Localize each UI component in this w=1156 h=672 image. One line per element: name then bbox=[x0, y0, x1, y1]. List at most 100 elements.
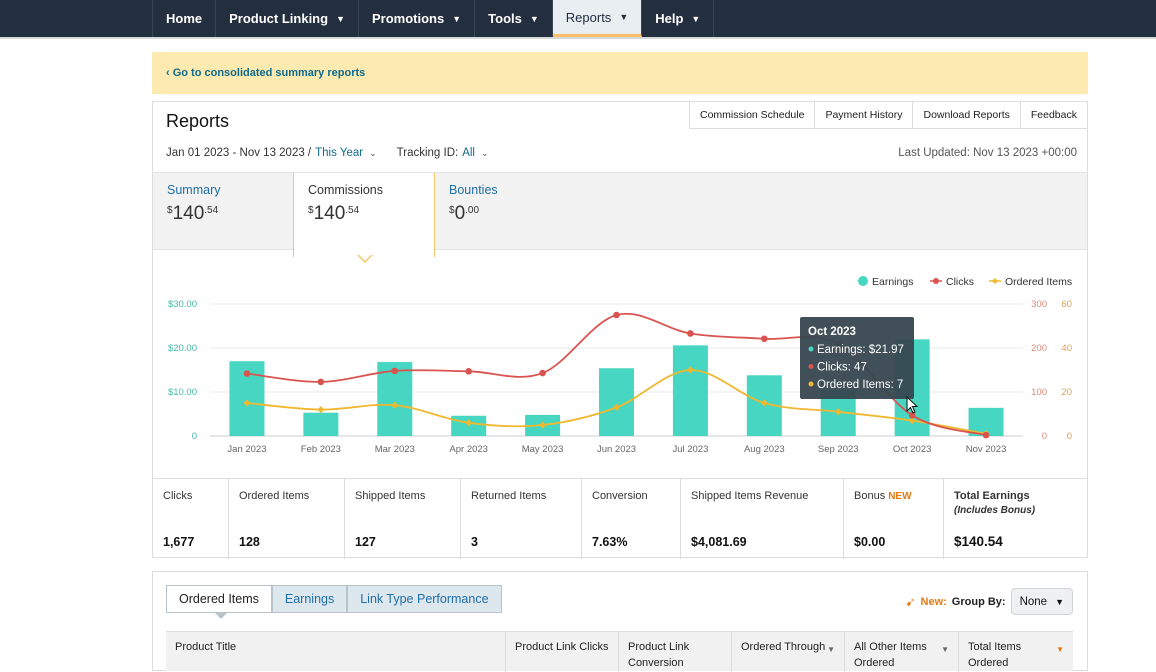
period-select[interactable]: This Year bbox=[315, 147, 364, 159]
col-label: All Other Items Ordered bbox=[854, 641, 927, 669]
nav-home-label: Home bbox=[166, 11, 203, 26]
earnings-chart: 0 $10.00 $20.00 $30.00 0 100 200 300 0 20 40 60 Jan … bbox=[153, 251, 1087, 477]
tooltip-box bbox=[800, 317, 914, 399]
left-axis-tick: $30.00 bbox=[168, 299, 197, 310]
nav-help[interactable]: Help ▼ bbox=[642, 0, 715, 37]
dollar-sign: $ bbox=[308, 205, 314, 216]
reports-panel: Reports Commission Schedule Payment Hist… bbox=[152, 101, 1088, 559]
ordered-items-point bbox=[908, 417, 916, 425]
consolidated-summary-link[interactable]: ‹ Go to consolidated summary reports bbox=[166, 67, 366, 79]
details-panel: Ordered Items Earnings Link Type Perform… bbox=[152, 571, 1088, 672]
sort-down-icon[interactable]: ▼ bbox=[941, 645, 949, 654]
chart-svg: 0 $10.00 $20.00 $30.00 0 100 200 300 0 20 40 60 Jan … bbox=[168, 276, 1072, 455]
stat-label: Returned Items bbox=[471, 490, 547, 502]
x-axis-tick: Oct 2023 bbox=[893, 444, 932, 455]
nav-reports-label: Reports bbox=[565, 9, 612, 25]
col-label: Product Title bbox=[175, 641, 237, 653]
chevron-down-icon[interactable]: ⌄ bbox=[480, 147, 489, 158]
stat-label: Ordered Items bbox=[239, 490, 310, 502]
caret-down-icon: ▼ bbox=[336, 13, 345, 24]
tab-link-type-performance[interactable]: Link Type Performance bbox=[347, 585, 502, 613]
right-axis-tick: 0 bbox=[1042, 431, 1047, 442]
col-product-link-clicks[interactable]: Product Link Clicks bbox=[506, 632, 619, 672]
download-reports-link[interactable]: Download Reports bbox=[912, 102, 1020, 129]
stat-label: Shipped Items Revenue bbox=[691, 490, 809, 502]
detail-tabs: Ordered Items Earnings Link Type Perform… bbox=[166, 585, 502, 613]
nav-tools[interactable]: Tools ▼ bbox=[475, 0, 553, 37]
tile-bounties-amount: $0.00 bbox=[449, 203, 561, 225]
clicks-point bbox=[539, 369, 546, 377]
new-badge: NEW bbox=[888, 491, 912, 502]
stat-bonus: Bonus NEW $0.00 bbox=[844, 479, 944, 559]
ordered-items-point bbox=[391, 401, 399, 409]
caret-down-icon: ▼ bbox=[691, 13, 701, 24]
tile-summary-label: Summary bbox=[167, 183, 221, 197]
right2-axis-tick: 40 bbox=[1061, 343, 1072, 354]
left-axis-tick: $10.00 bbox=[168, 387, 197, 398]
col-product-title[interactable]: Product Title bbox=[166, 632, 506, 672]
group-by-value: None bbox=[1019, 595, 1048, 608]
x-axis-tick: Jul 2023 bbox=[672, 444, 708, 455]
tracking-id-select[interactable]: All bbox=[462, 147, 475, 159]
amount-cents: .54 bbox=[345, 205, 360, 216]
stat-bonus-label: Bonus bbox=[854, 490, 886, 502]
stat-value: 7.63% bbox=[592, 535, 628, 549]
x-axis-tick: Sep 2023 bbox=[818, 444, 859, 455]
payment-history-link[interactable]: Payment History bbox=[814, 102, 913, 129]
amount-whole: 140 bbox=[313, 203, 346, 224]
nav-menu: Home Product Linking ▼ Promotions ▼ Tools ▼… bbox=[152, 0, 715, 37]
col-total-items-ordered[interactable]: Total Items Ordered ▼ bbox=[959, 632, 1073, 672]
new-label: New: bbox=[920, 595, 947, 608]
megaphone-icon: ➹ bbox=[905, 594, 916, 609]
commission-schedule-link[interactable]: Commission Schedule bbox=[688, 102, 815, 129]
legend-clicks-marker bbox=[933, 278, 939, 284]
right2-axis-tick: 20 bbox=[1061, 387, 1072, 398]
ordered-items-point bbox=[760, 399, 768, 407]
tile-commissions[interactable]: Commissions $140.54 bbox=[293, 173, 435, 257]
tooltip-ordered: Ordered Items: 7 bbox=[817, 379, 903, 391]
clicks-point bbox=[613, 311, 620, 319]
tile-summary[interactable]: Summary $140.54 bbox=[153, 173, 293, 251]
ordered-items-point bbox=[243, 399, 251, 407]
ordered-items-point bbox=[317, 406, 325, 414]
stat-value: $0.00 bbox=[854, 535, 886, 549]
tile-summary-amount: $140.54 bbox=[167, 203, 279, 225]
nav-home[interactable]: Home bbox=[153, 0, 217, 37]
tab-earnings[interactable]: Earnings bbox=[271, 585, 348, 613]
stat-value: $4,081.69 bbox=[691, 535, 747, 549]
tracking-id-label: Tracking ID: bbox=[396, 147, 459, 159]
stat-value: 127 bbox=[355, 535, 376, 549]
feedback-link[interactable]: Feedback bbox=[1019, 102, 1087, 129]
clicks-point bbox=[761, 335, 768, 343]
consolidated-banner: ‹ Go to consolidated summary reports bbox=[152, 52, 1088, 94]
sort-down-icon[interactable]: ▼ bbox=[1056, 645, 1064, 654]
nav-reports[interactable]: Reports ▼ bbox=[552, 0, 643, 37]
tile-bounties[interactable]: Bounties $0.00 bbox=[435, 173, 575, 251]
tile-commissions-label: Commissions bbox=[308, 183, 384, 197]
page-title: Reports bbox=[166, 111, 230, 131]
tab-ordered-items[interactable]: Ordered Items bbox=[166, 585, 272, 613]
nav-product-linking[interactable]: Product Linking ▼ bbox=[216, 0, 359, 37]
amount-cents: .54 bbox=[204, 205, 219, 216]
col-ordered-through[interactable]: Ordered Through ▼ bbox=[732, 632, 845, 672]
legend-clicks-label: Clicks bbox=[946, 276, 974, 288]
nav-product-linking-label: Product Linking bbox=[229, 11, 329, 26]
tooltip-ordered-dot bbox=[808, 381, 814, 387]
ordered-items-point bbox=[834, 408, 842, 416]
col-all-other-items[interactable]: All Other Items Ordered ▼ bbox=[845, 632, 959, 672]
stat-value: $140.54 bbox=[954, 534, 1003, 549]
group-by-select[interactable]: None ▼ bbox=[1010, 588, 1073, 615]
col-product-link-conversion[interactable]: Product Link Conversion bbox=[619, 632, 732, 672]
right-axis-tick: 300 bbox=[1031, 299, 1047, 310]
sort-down-icon[interactable]: ▼ bbox=[827, 645, 835, 654]
clicks-point bbox=[243, 370, 251, 377]
stat-returned-items: Returned Items 3 bbox=[461, 479, 582, 559]
x-axis-tick: Jun 2023 bbox=[597, 444, 636, 455]
report-links: Commission Schedule Payment History Down… bbox=[688, 102, 1087, 129]
stat-total-earnings: Total Earnings (Includes Bonus) $140.54 bbox=[944, 479, 1087, 559]
ordered-items-point bbox=[613, 403, 620, 411]
nav-promotions[interactable]: Promotions ▼ bbox=[359, 0, 476, 37]
chevron-down-icon[interactable]: ⌄ bbox=[369, 147, 377, 158]
clicks-point bbox=[317, 378, 325, 386]
tooltip-clicks-dot bbox=[808, 364, 814, 369]
